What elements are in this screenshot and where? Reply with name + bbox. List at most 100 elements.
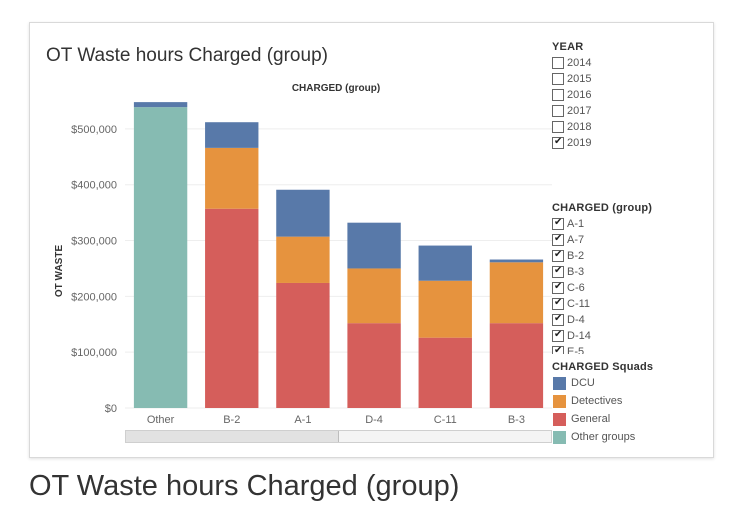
bar-segment-general[interactable] bbox=[276, 282, 330, 408]
bar-segment-dcu[interactable] bbox=[133, 102, 188, 108]
charged-filter-checkbox[interactable] bbox=[552, 233, 564, 246]
year-filter-checkbox[interactable] bbox=[552, 89, 564, 101]
year-filter-checkbox[interactable] bbox=[552, 73, 564, 85]
horizontal-scrollbar[interactable] bbox=[125, 430, 552, 443]
year-filter-option-label: 2017 bbox=[567, 105, 592, 117]
bar-segment-detectives[interactable] bbox=[205, 147, 259, 209]
x-tick-label: C-11 bbox=[434, 414, 457, 426]
bar-segment-dcu[interactable] bbox=[418, 245, 472, 281]
dashboard-title: OT Waste hours Charged (group) bbox=[46, 45, 328, 66]
charged-filter-option[interactable]: A-7 bbox=[552, 232, 591, 248]
legend-item[interactable]: Other groups bbox=[553, 428, 635, 446]
x-tick-label: A-1 bbox=[294, 414, 311, 426]
x-tick-label: B-3 bbox=[508, 414, 525, 426]
charged-filter-checkbox[interactable] bbox=[552, 217, 564, 230]
charged-filter-checkbox[interactable] bbox=[552, 313, 564, 326]
year-filter-option[interactable]: 2018 bbox=[552, 119, 591, 135]
charged-filter-list: A-1 A-7 B-2 B-3 C-6 C-11 D-4 D-14 E-5 bbox=[552, 216, 591, 354]
charged-filter-option-label: E-5 bbox=[567, 346, 585, 354]
charged-filter-checkbox[interactable] bbox=[552, 281, 564, 294]
legend-item[interactable]: Detectives bbox=[553, 392, 635, 410]
legend-item[interactable]: DCU bbox=[553, 374, 635, 392]
y-tick-label: $500,000 bbox=[71, 124, 117, 136]
charged-filter-checkbox[interactable] bbox=[552, 265, 564, 278]
scrollbar-thumb[interactable] bbox=[126, 431, 339, 442]
legend-swatch bbox=[553, 412, 566, 426]
x-tick-label: B-2 bbox=[223, 414, 240, 426]
x-axis-ticks: Other B-2 A-1 D-4 C-11 B-3 bbox=[147, 414, 525, 426]
bars bbox=[133, 102, 544, 408]
page-caption: OT Waste hours Charged (group) bbox=[29, 470, 460, 502]
legend-swatch bbox=[553, 376, 566, 390]
bar-segment-dcu[interactable] bbox=[276, 189, 330, 237]
charged-filter-option[interactable]: C-6 bbox=[552, 280, 591, 296]
legend-label: DCU bbox=[571, 377, 595, 389]
y-tick-label: $400,000 bbox=[71, 180, 117, 192]
charged-filter-option-label: C-6 bbox=[567, 282, 585, 294]
year-filter-checkbox[interactable] bbox=[552, 136, 564, 149]
dashboard-card: OT Waste hours Charged (group) CHARGED (… bbox=[29, 22, 714, 458]
charged-filter-checkbox[interactable] bbox=[552, 249, 564, 262]
bar-segment-general[interactable] bbox=[205, 208, 259, 408]
year-filter-title: YEAR bbox=[552, 41, 584, 53]
charged-filter-option-label: A-7 bbox=[567, 234, 585, 246]
bar-segment-detectives[interactable] bbox=[489, 262, 544, 324]
year-filter-option[interactable]: 2019 bbox=[552, 135, 591, 151]
y-axis-label: OT WASTE bbox=[54, 245, 65, 298]
legend-item[interactable]: General bbox=[553, 410, 635, 428]
charged-filter-option[interactable]: E-5 bbox=[552, 344, 591, 354]
year-filter-list: 2014 2015 2016 2017 2018 2019 bbox=[552, 55, 591, 151]
bar-segment-dcu[interactable] bbox=[347, 222, 401, 269]
charged-filter-option-label: B-2 bbox=[567, 250, 585, 262]
year-filter-option-label: 2019 bbox=[567, 137, 592, 149]
legend-label: Other groups bbox=[571, 431, 636, 443]
bar-segment-dcu[interactable] bbox=[489, 259, 544, 263]
charged-filter-checkbox[interactable] bbox=[552, 345, 564, 354]
charged-filter-option-label: C-11 bbox=[567, 298, 591, 310]
y-tick-label: $100,000 bbox=[71, 347, 117, 359]
color-legend: DCU Detectives General Other groups bbox=[553, 374, 635, 446]
charged-filter-option-label: A-1 bbox=[567, 218, 585, 230]
charged-filter-option[interactable]: B-2 bbox=[552, 248, 591, 264]
charged-filter-option[interactable]: A-1 bbox=[552, 216, 591, 232]
year-filter-option[interactable]: 2014 bbox=[552, 55, 591, 71]
x-tick-label: D-4 bbox=[365, 414, 383, 426]
charged-filter-option[interactable]: C-11 bbox=[552, 296, 591, 312]
legend-swatch bbox=[553, 430, 566, 444]
charged-filter-option[interactable]: D-4 bbox=[552, 312, 591, 328]
year-filter-checkbox[interactable] bbox=[552, 121, 564, 133]
charged-filter-option[interactable]: B-3 bbox=[552, 264, 591, 280]
charged-filter-scroll-area[interactable]: A-1 A-7 B-2 B-3 C-6 C-11 D-4 D-14 E-5 bbox=[552, 216, 672, 354]
y-axis-ticks: $0 $100,000 $200,000 $300,000 $400,000 $500,0… bbox=[71, 124, 117, 415]
bar-segment-detectives[interactable] bbox=[347, 268, 401, 324]
charged-filter-option-label: D-14 bbox=[567, 330, 591, 342]
charged-filter-checkbox[interactable] bbox=[552, 297, 564, 310]
y-tick-label: $300,000 bbox=[71, 236, 117, 248]
legend-title: CHARGED Squads bbox=[552, 361, 654, 373]
charged-filter-checkbox[interactable] bbox=[552, 329, 564, 342]
bar-segment-other-groups[interactable] bbox=[133, 107, 188, 408]
legend-label: General bbox=[571, 413, 611, 425]
year-filter-option-label: 2016 bbox=[567, 89, 592, 101]
year-filter-option[interactable]: 2017 bbox=[552, 103, 591, 119]
bar-segment-general[interactable] bbox=[347, 323, 401, 408]
bar-segment-general[interactable] bbox=[489, 323, 544, 408]
stacked-bar-chart: CHARGED (group) OT WASTE $0 $100,000 $200,… bbox=[54, 83, 552, 426]
charged-filter-option-label: D-4 bbox=[567, 314, 585, 326]
charged-filter-option-label: B-3 bbox=[567, 266, 585, 278]
year-filter-option-label: 2015 bbox=[567, 73, 592, 85]
bar-segment-detectives[interactable] bbox=[418, 280, 472, 338]
year-filter-checkbox[interactable] bbox=[552, 57, 564, 69]
y-tick-label: $200,000 bbox=[71, 291, 117, 303]
year-filter-option-label: 2014 bbox=[567, 57, 592, 69]
year-filter-checkbox[interactable] bbox=[552, 105, 564, 117]
year-filter-option[interactable]: 2016 bbox=[552, 87, 591, 103]
bar-segment-dcu[interactable] bbox=[205, 122, 259, 148]
chart-title: CHARGED (group) bbox=[292, 83, 380, 94]
year-filter-option-label: 2018 bbox=[567, 121, 592, 133]
charged-filter-option[interactable]: D-14 bbox=[552, 328, 591, 344]
bar-segment-detectives[interactable] bbox=[276, 236, 330, 283]
year-filter-option[interactable]: 2015 bbox=[552, 71, 591, 87]
bar-segment-general[interactable] bbox=[418, 337, 472, 408]
x-tick-label: Other bbox=[147, 414, 175, 426]
